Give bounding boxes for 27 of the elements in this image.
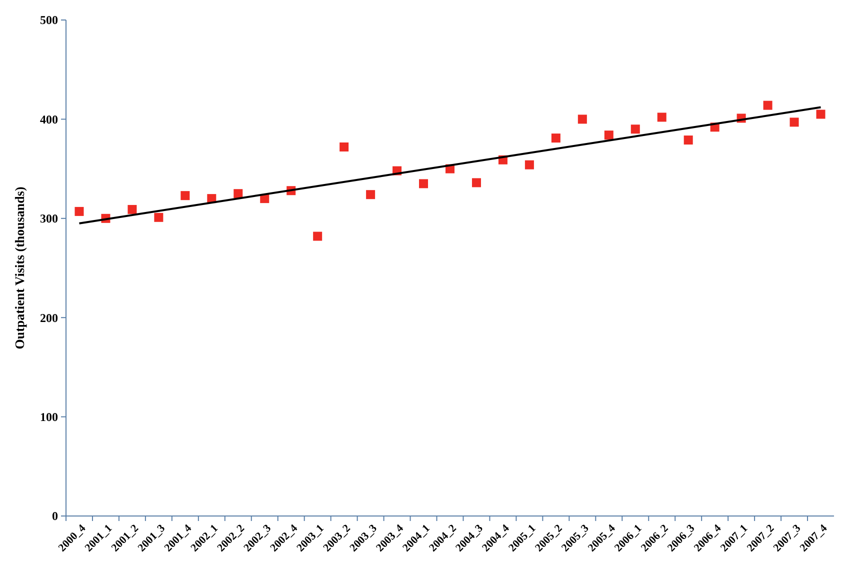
y-tick-label: 500 (40, 13, 58, 28)
point (313, 232, 322, 241)
point (524, 160, 534, 170)
point (180, 191, 190, 200)
point (419, 179, 428, 188)
point (551, 134, 560, 143)
y-axis-title: Outpatient Visits (thousands) (12, 186, 27, 350)
point (128, 204, 137, 214)
point (472, 178, 481, 188)
point (340, 142, 349, 152)
point (763, 100, 772, 110)
point (816, 110, 826, 119)
point (790, 118, 799, 127)
point (234, 189, 243, 198)
point (604, 130, 614, 140)
point (684, 136, 693, 145)
y-tick-label: 400 (40, 112, 58, 126)
point (154, 212, 164, 222)
y-tick-label: 200 (40, 310, 58, 325)
y-tick-label: 300 (40, 212, 58, 226)
y-tick-label: 100 (40, 410, 58, 424)
point (74, 206, 84, 216)
point (366, 190, 376, 200)
point (630, 124, 640, 134)
point (657, 112, 666, 122)
y-tick-label: 0 (52, 509, 58, 524)
point (578, 114, 587, 124)
